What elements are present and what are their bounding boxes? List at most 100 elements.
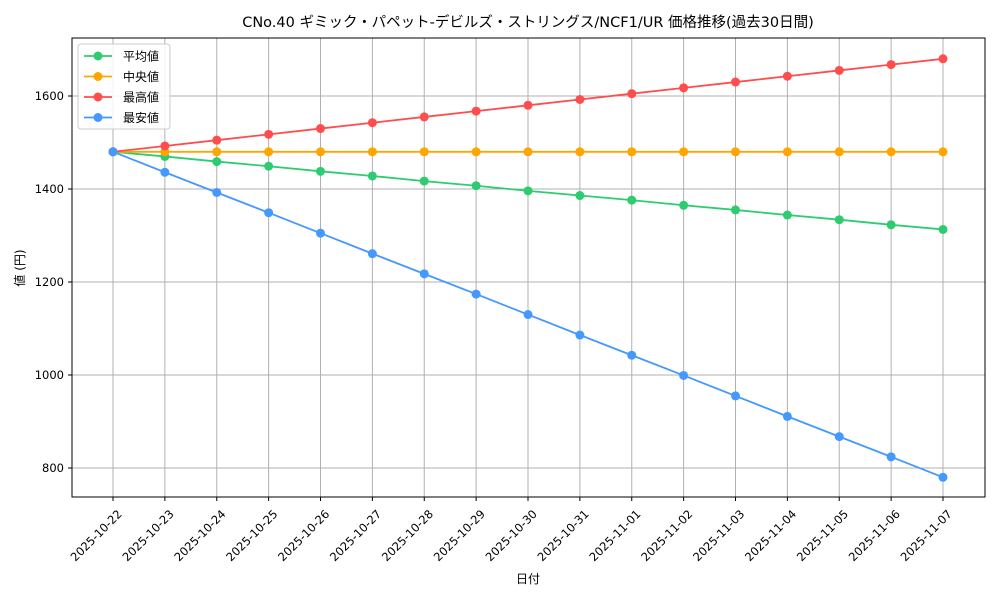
legend-marker <box>93 72 103 81</box>
series-1 <box>108 147 948 157</box>
data-point <box>523 186 533 196</box>
data-point <box>731 205 740 215</box>
data-point <box>575 147 585 157</box>
y-tick-label: 1600 <box>35 89 64 103</box>
data-point <box>212 147 222 157</box>
data-point <box>316 228 325 238</box>
x-tick-label: 2025-10-29 <box>431 507 488 564</box>
data-point <box>627 195 637 205</box>
data-point <box>471 106 481 116</box>
data-point <box>160 141 170 151</box>
data-point <box>627 350 637 360</box>
x-tick-label: 2025-11-01 <box>586 507 643 564</box>
data-point <box>575 94 585 104</box>
data-point <box>471 289 481 299</box>
data-point <box>834 147 844 157</box>
data-point <box>419 112 429 122</box>
data-point <box>523 310 533 320</box>
legend-box <box>77 43 171 130</box>
series-2 <box>108 54 948 157</box>
data-point <box>367 147 377 157</box>
data-point <box>938 147 948 157</box>
x-tick-label: 2025-10-31 <box>535 507 592 564</box>
data-point <box>834 215 844 225</box>
data-point <box>731 77 740 87</box>
data-point <box>575 191 585 201</box>
x-tick-label: 2025-11-02 <box>638 507 695 564</box>
series-3 <box>108 147 948 482</box>
y-axis-label: 値 (円) <box>12 249 27 286</box>
x-tick-label: 2025-11-06 <box>846 507 903 564</box>
chart-title: CNo.40 ギミック・パペット-デビルズ・ストリングス/NCF1/UR 価格推… <box>242 13 814 31</box>
x-tick-label: 2025-10-25 <box>223 507 280 564</box>
data-point <box>264 161 274 171</box>
data-point <box>731 391 740 401</box>
data-point <box>886 60 896 70</box>
data-point <box>471 147 481 157</box>
data-point <box>471 181 481 191</box>
data-point <box>731 147 740 157</box>
x-tick-label: 2025-10-23 <box>120 507 177 564</box>
x-axis-label: 日付 <box>516 572 540 586</box>
data-point <box>264 208 274 218</box>
data-point <box>367 118 377 128</box>
data-point <box>212 135 222 145</box>
legend-label: 最安値 <box>123 110 159 125</box>
data-point <box>679 200 689 210</box>
x-tick-label: 2025-11-04 <box>742 507 799 564</box>
data-point <box>212 157 222 167</box>
data-point <box>316 166 325 176</box>
data-point <box>316 124 325 134</box>
data-point <box>367 249 377 259</box>
data-point <box>782 71 792 81</box>
data-point <box>834 432 844 442</box>
data-point <box>212 187 222 197</box>
data-point <box>419 269 429 279</box>
data-point <box>108 147 118 157</box>
data-point <box>782 411 792 421</box>
y-tick-label: 1200 <box>35 275 64 289</box>
x-tick-label: 2025-10-26 <box>275 507 332 564</box>
data-point <box>627 89 637 99</box>
legend-label: 中央値 <box>123 69 159 84</box>
data-point <box>886 452 896 462</box>
y-tick-label: 1400 <box>35 182 64 196</box>
x-tick-label: 2025-11-03 <box>690 507 747 564</box>
y-tick-label: 1000 <box>35 368 64 382</box>
data-point <box>886 220 896 230</box>
data-point <box>316 147 325 157</box>
data-point <box>938 54 948 64</box>
data-point <box>679 147 689 157</box>
legend-marker <box>93 113 103 122</box>
data-point <box>782 147 792 157</box>
data-point <box>938 224 948 234</box>
legend-label: 最高値 <box>123 90 159 105</box>
data-point <box>419 176 429 186</box>
data-point <box>938 472 948 482</box>
data-point <box>367 171 377 181</box>
data-point <box>886 147 896 157</box>
data-point <box>523 147 533 157</box>
data-point <box>834 65 844 75</box>
data-point <box>264 129 274 139</box>
data-point <box>419 147 429 157</box>
y-tick-label: 800 <box>42 461 64 475</box>
legend-label: 平均値 <box>123 49 159 64</box>
data-point <box>264 147 274 157</box>
x-tick-label: 2025-11-07 <box>898 507 955 564</box>
legend-marker <box>93 92 103 102</box>
plot-frame <box>71 37 986 498</box>
data-point <box>575 330 585 340</box>
data-point <box>782 210 792 220</box>
data-point <box>679 370 689 380</box>
legend-marker <box>93 51 103 61</box>
series-0 <box>108 147 948 234</box>
data-point <box>679 83 689 93</box>
x-tick-label: 2025-10-28 <box>379 507 436 564</box>
data-point <box>627 147 637 157</box>
x-tick-label: 2025-10-30 <box>483 507 540 564</box>
data-point <box>160 167 170 177</box>
data-point <box>523 100 533 110</box>
